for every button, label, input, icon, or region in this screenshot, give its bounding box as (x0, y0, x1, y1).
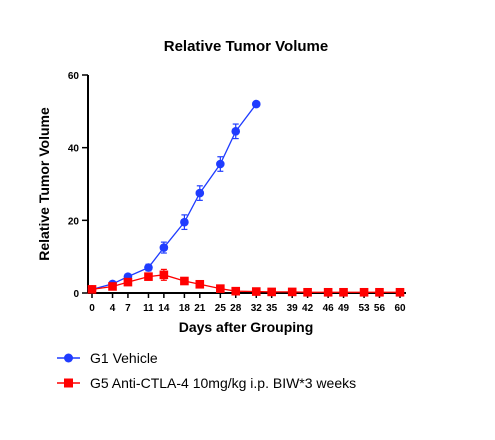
x-tick-label: 0 (89, 303, 95, 314)
y-axis-label: Relative Tumor Volume (36, 107, 52, 261)
data-point (195, 279, 205, 289)
data-point (231, 286, 241, 296)
x-tick-label: 7 (125, 303, 131, 314)
series-1 (87, 99, 261, 294)
legend-marker (64, 353, 73, 363)
x-tick-label: 60 (394, 303, 406, 314)
x-tick-label: 35 (266, 303, 278, 314)
data-point (359, 287, 369, 297)
data-point (180, 217, 189, 227)
data-point (195, 188, 205, 198)
y-tick-label: 20 (68, 216, 80, 227)
x-tick-label: 53 (359, 303, 371, 314)
data-point (144, 263, 153, 272)
x-tick-label: 32 (251, 303, 263, 314)
data-point (287, 287, 297, 297)
x-tick-label: 4 (110, 303, 116, 314)
data-point (375, 287, 384, 297)
data-point (108, 282, 117, 291)
x-tick-label: 21 (194, 303, 206, 314)
data-point (87, 285, 97, 294)
data-point (159, 243, 169, 252)
data-point (267, 287, 276, 297)
y-tick-label: 0 (73, 289, 79, 300)
x-tick-label: 49 (338, 303, 350, 314)
x-tick-label: 56 (374, 303, 386, 314)
data-point (231, 127, 241, 136)
x-tick-label: 39 (287, 303, 299, 314)
data-point (395, 287, 405, 297)
legend-marker (64, 378, 73, 388)
data-point (159, 270, 169, 280)
x-tick-label: 18 (179, 303, 191, 314)
legend-item: G5 Anti-CTLA-4 10mg/kg i.p. BIW*3 weeks (57, 375, 356, 391)
data-point (251, 99, 261, 109)
x-tick-label: 25 (215, 303, 227, 314)
plot-area (87, 99, 405, 297)
y-tick-label: 60 (68, 71, 80, 82)
data-point (323, 287, 333, 297)
series-line (91, 103, 257, 290)
legend-label: G5 Anti-CTLA-4 10mg/kg i.p. BIW*3 weeks (90, 375, 356, 391)
legend-label: G1 Vehicle (90, 350, 158, 366)
x-axis-label: Days after Grouping (179, 319, 314, 335)
data-point (180, 276, 189, 286)
y-tick-label: 40 (68, 144, 80, 155)
x-tick-label: 42 (302, 303, 314, 314)
data-point (144, 272, 153, 281)
series-2 (87, 268, 405, 297)
data-point (339, 287, 348, 297)
data-point (216, 284, 225, 293)
legend-item: G1 Vehicle (57, 350, 158, 366)
legend: G1 Vehicle G5 Anti-CTLA-4 10mg/kg i.p. BI… (57, 350, 356, 391)
x-tick-label: 46 (323, 303, 335, 314)
data-point (303, 287, 312, 297)
chart-title: Relative Tumor Volume (164, 38, 328, 55)
data-point (123, 277, 133, 287)
data-point (216, 159, 225, 169)
data-point (251, 287, 261, 296)
series-line (91, 274, 400, 293)
x-tick-label: 28 (230, 303, 242, 314)
x-tick-label: 14 (158, 303, 170, 314)
x-tick-label: 11 (143, 303, 154, 314)
